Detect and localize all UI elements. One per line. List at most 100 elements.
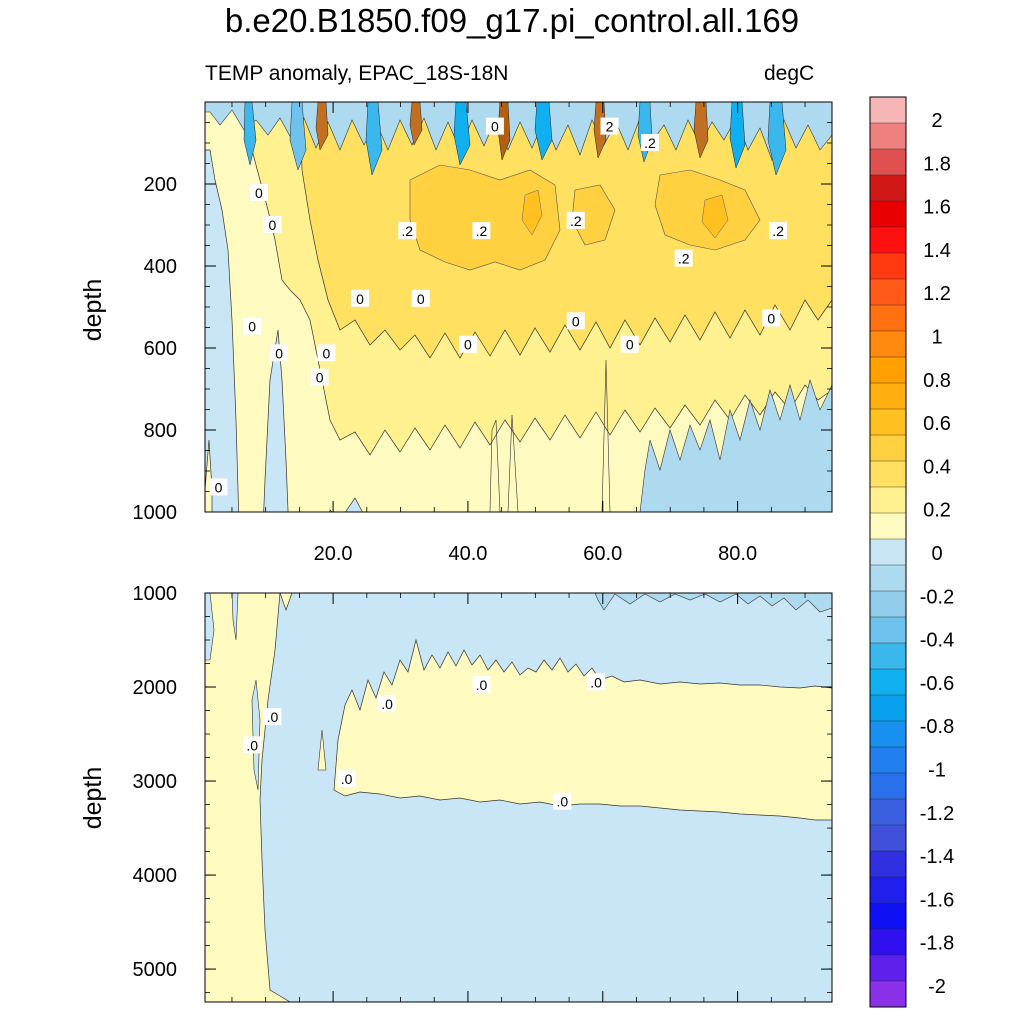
contour-label-text: .0 [341,771,353,787]
contour-label-box [553,792,572,810]
upper-contour-label: 0 [351,289,370,307]
colorbar-swatch [869,538,907,566]
colorbar-label: 1.8 [923,153,951,175]
contour-label-box [485,117,504,135]
lower-contour-label: .0 [337,770,356,788]
contour-label-text: 0 [491,119,499,135]
surface-streak-4 [453,102,471,166]
colorbar-label: 1 [931,327,942,349]
surface-streak-7 [729,102,746,169]
contour-label-text: 0 [356,291,364,307]
contour-label-text: 2 [606,119,614,135]
upper-contour-label: .2 [398,222,417,240]
colorbar-frame [869,96,907,1008]
contour-label-box [600,117,619,135]
contour-label-box [640,134,659,151]
lower-contour-label: .0 [472,676,491,694]
upper-y-tick-label: 1000 [133,502,178,524]
contour-label-box [472,676,491,694]
contour-label-box [411,289,430,307]
contour-label-box [263,216,282,233]
upper-y-tick-label: 200 [144,174,177,196]
upper-contour-label: .2 [769,222,788,240]
colorbar-label: -0.4 [920,630,954,652]
colorbar-label: -0.8 [920,716,954,738]
surface-warm-spot-2 [409,102,423,146]
contour-label-box [351,289,370,307]
contour-label-text: 0 [626,337,634,353]
units-label: degC [764,62,815,85]
contour-label-text: 0 [316,370,324,386]
upper-y-tick-label: 600 [144,338,177,360]
colorbar-swatch [869,954,907,982]
contour-label-text: 0 [767,310,775,326]
lower-contour-label: .0 [587,673,606,691]
upper-deep-negative-streak [489,359,611,512]
upper-contour-label: 0 [270,344,289,362]
contour-label-box [310,368,329,386]
lower-contour-label: .0 [378,694,397,712]
colorbar-swatch [869,304,907,332]
colorbar-swatch [869,460,907,488]
colorbar: 2 1.8 1.6 1.4 1.2 1 0.8 0.6 0.4 0.2 0 -0.2 -0.4 -0.6 -… [869,96,954,1008]
upper-contour-label: 0 [209,478,228,496]
upper-contour-label: 0 [458,335,477,353]
contour-label-box [620,335,639,353]
colorbar-swatch [869,226,907,254]
x-tick-label: 40.0 [448,543,487,565]
upper-contour-labels: 0 2.200.2.2.2.2.20 00 0 00 00 000 [209,117,788,496]
lower-y-tick-label: 4000 [133,865,178,887]
lower-panel-frame [204,592,833,1003]
colorbar-swatch [869,122,907,150]
variable-subtitle: TEMP anomaly, EPAC_18S-18N [205,62,509,85]
contour-label-text: .0 [246,737,258,753]
colorbar-swatch [869,148,907,176]
colorbar-label: 0.4 [923,456,951,478]
lower-left-positive-region [205,593,293,1002]
contour-label-box [398,222,417,240]
contour-label-text: .0 [476,677,488,693]
lower-ylabel: depth [79,767,107,830]
upper-ylabel: depth [79,279,107,342]
contour-label-text: 0 [464,337,472,353]
contour-label-text: .2 [644,135,656,151]
colorbar-swatch [869,408,907,436]
colorbar-swatch [869,616,907,644]
upper-y-tick-label: 800 [144,420,177,442]
surface-streak-8 [767,102,787,176]
contour-label-box [249,184,268,202]
contour-label-box [209,478,228,496]
lower-contour-label: .0 [263,708,282,726]
colorbar-swatch [869,330,907,358]
contour-label-text: 0 [248,319,256,335]
colorbar-swatch [869,96,907,124]
lower-contour-label: .0 [553,792,572,810]
colorbar-swatch [869,694,907,722]
colorbar-swatch [869,252,907,280]
colorbar-label: -1.8 [920,933,954,955]
lower-depth-panel [205,593,832,1002]
colorbar-swatch [869,928,907,956]
colorbar-swatch [869,668,907,696]
colorbar-swatch [869,434,907,462]
colorbar-label: -2 [928,976,946,998]
colorbar-label: -1.6 [920,889,954,911]
contour-label-text: .0 [267,709,279,725]
colorbar-swatch [869,746,907,774]
contour-label-text: 0 [269,217,277,233]
colorbar-swatch [869,174,907,202]
lower-left-negative-sliver [205,593,215,661]
colorbar-label: -0.6 [920,673,954,695]
surface-warm-spot-5 [693,102,709,159]
colorbar-label: 2 [931,110,942,132]
upper-contour-label: .2 [674,249,693,267]
upper-contour-label: 0 [310,368,329,386]
contour-label-box [458,335,477,353]
colorbar-label: -0.2 [920,586,954,608]
upper-contour-label: 0 [411,289,430,307]
surface-warm-spot-1 [315,102,329,151]
upper-contour-label: 0 [263,216,282,233]
contour-label-box [762,309,781,327]
colorbar-swatch [869,564,907,592]
